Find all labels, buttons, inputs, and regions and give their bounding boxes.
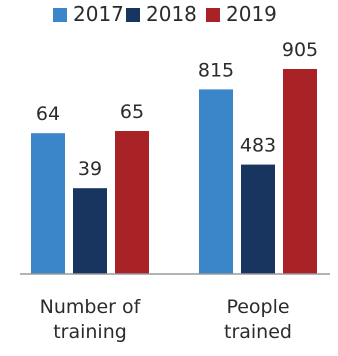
category-label-cat1: People trained bbox=[224, 296, 292, 343]
bar-2019-cat0 bbox=[115, 131, 149, 274]
legend-swatch-2018 bbox=[126, 8, 140, 22]
data-label-2017-cat1: 815 bbox=[198, 59, 234, 81]
bar-2019-cat1 bbox=[283, 69, 317, 274]
data-label-2018-cat1: 483 bbox=[240, 135, 276, 157]
data-label-2019-cat1: 905 bbox=[282, 39, 318, 61]
data-label-2019-cat0: 65 bbox=[120, 101, 144, 123]
bars bbox=[31, 69, 317, 274]
category-label-line: Number of bbox=[40, 296, 142, 318]
bar-2018-cat0 bbox=[73, 188, 107, 274]
data-label-2017-cat0: 64 bbox=[36, 103, 60, 125]
category-label-line: training bbox=[53, 321, 127, 343]
bar-2017-cat0 bbox=[31, 133, 65, 274]
legend-label-2017: 2017 bbox=[73, 2, 124, 26]
legend-swatch-2019 bbox=[206, 8, 220, 22]
category-label-line: trained bbox=[224, 321, 292, 343]
category-labels: Number of training People trained bbox=[40, 296, 292, 343]
legend-label-2018: 2018 bbox=[146, 2, 197, 26]
category-label-cat0: Number of training bbox=[40, 296, 142, 343]
category-label-line: People bbox=[226, 296, 289, 318]
legend-label-2019: 2019 bbox=[226, 2, 277, 26]
data-label-2018-cat0: 39 bbox=[78, 158, 102, 180]
legend-swatch-2017 bbox=[53, 8, 67, 22]
bar-2017-cat1 bbox=[199, 89, 233, 274]
data-labels: 64 39 65 815 483 905 bbox=[36, 39, 318, 180]
legend: 2017 2018 2019 bbox=[53, 2, 277, 26]
bar-2018-cat1 bbox=[241, 164, 275, 274]
